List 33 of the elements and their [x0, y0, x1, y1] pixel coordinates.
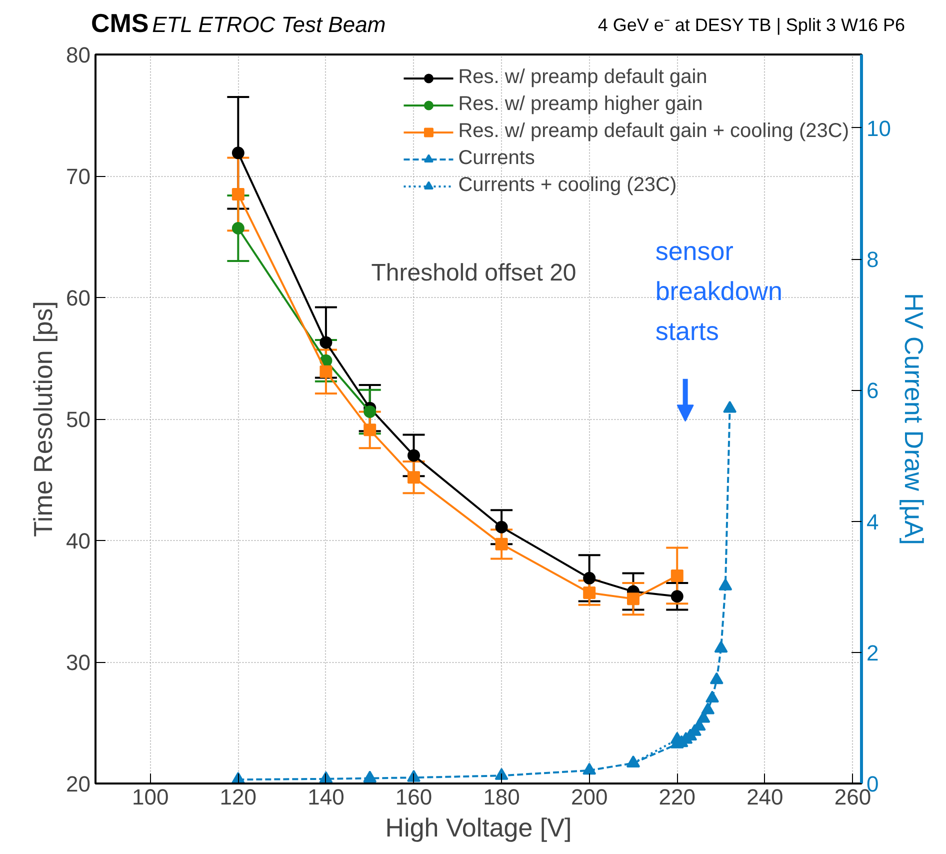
x-tick-label: 240 — [746, 784, 784, 810]
y-tick-label: 30 — [66, 650, 91, 675]
x-tick-label: 120 — [220, 784, 257, 810]
y-tick-label: 40 — [66, 528, 91, 554]
x-tick-label: 100 — [132, 784, 169, 810]
y-axis-title: Time Resolution [ps] — [28, 300, 58, 538]
x-tick-label: 220 — [658, 784, 696, 810]
y2-tick-label: 4 — [866, 509, 879, 534]
x-tick-label: 180 — [483, 784, 520, 810]
x-tick-label: 160 — [395, 784, 432, 810]
y2-axis-title: HV Current Draw [µA] — [898, 293, 929, 545]
y-tick-label: 70 — [66, 164, 91, 189]
chart-title: CMS — [91, 8, 149, 38]
y2-tick-label: 6 — [866, 378, 879, 404]
x-axis-title: High Voltage [V] — [385, 812, 572, 842]
x-tick-label: 200 — [570, 784, 608, 810]
text: 4 GeV e⁻ at DESY TB | Split 3 W16 P6 — [598, 15, 905, 35]
legend-label: Res. w/ preamp default gain — [458, 66, 708, 89]
y2-tick-label: 2 — [866, 640, 879, 666]
chart-subtitle: ETL ETROC Test Beam — [152, 12, 386, 37]
legend-label: Res. w/ preamp default gain + cooling (23C) — [458, 120, 849, 143]
annotation: sensor breakdown starts — [655, 236, 783, 346]
y-tick-label: 60 — [66, 286, 91, 310]
y2-tick-label: 8 — [866, 247, 879, 272]
y-tick-label: 20 — [66, 772, 91, 796]
y-tick-label: 50 — [66, 407, 91, 432]
legend-label: Currents + cooling (23C) — [458, 174, 677, 197]
legend-label: Currents — [458, 147, 535, 170]
legend-label: Res. w/ preamp higher gain — [458, 93, 703, 116]
x-tick-label: 140 — [308, 784, 344, 810]
annotation: Threshold offset 20 — [371, 260, 576, 287]
y-tick-label: 80 — [66, 42, 91, 68]
y2-tick-label: 10 — [866, 116, 891, 141]
